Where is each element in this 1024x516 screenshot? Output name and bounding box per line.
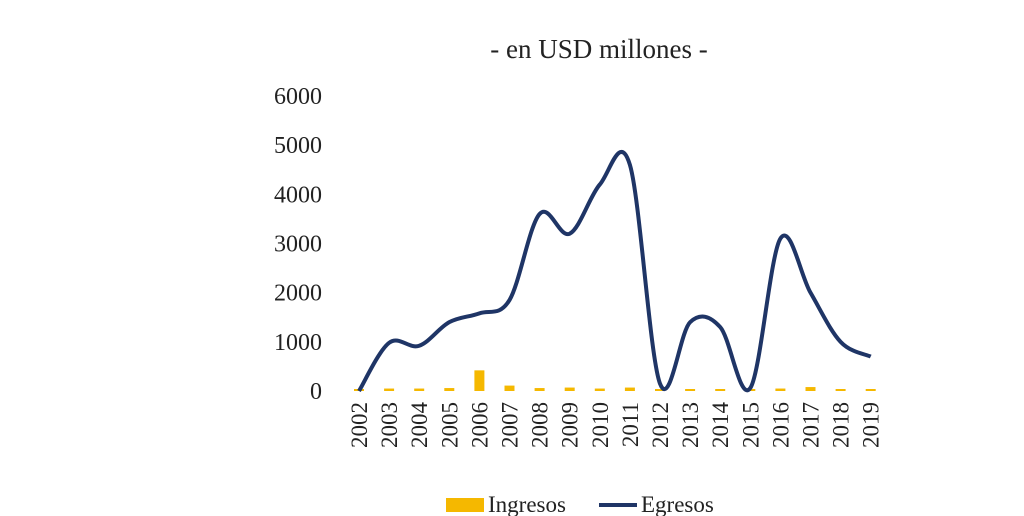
x-axis: 2002 2003 2004 2005 2006 2007 2008 2009 2010 2011… <box>347 402 884 449</box>
x-tick-label: 2013 <box>678 402 703 448</box>
ingresos-bar <box>865 389 876 391</box>
x-tick-label: 2011 <box>618 402 643 447</box>
ingresos-bar <box>564 387 575 391</box>
x-tick-label: 2015 <box>738 402 763 448</box>
ingresos-bar <box>775 388 786 391</box>
ingresos-bar <box>594 388 605 391</box>
x-tick-label: 2018 <box>829 402 854 448</box>
x-tick-label: 2004 <box>407 402 432 449</box>
x-tick-label: 2014 <box>708 402 733 449</box>
y-tick-label: 5000 <box>274 133 322 159</box>
x-tick-label: 2007 <box>498 402 523 448</box>
y-tick-label: 1000 <box>274 330 322 356</box>
x-tick-label: 2009 <box>558 402 583 448</box>
ingresos-bar <box>534 388 545 391</box>
ingresos-bar <box>624 387 635 391</box>
y-tick-label: 6000 <box>274 84 322 110</box>
x-tick-label: 2017 <box>799 402 824 448</box>
y-tick-label: 0 <box>310 379 322 405</box>
x-tick-label: 2010 <box>588 402 613 448</box>
ingresos-bar <box>685 389 696 391</box>
x-tick-label: 2019 <box>859 402 884 448</box>
ingresos-bar <box>444 388 455 391</box>
x-tick-label: 2012 <box>648 402 673 448</box>
y-axis: 6000 5000 4000 3000 2000 1000 0 <box>274 84 322 405</box>
egresos-line <box>357 149 872 393</box>
x-tick-label: 2003 <box>377 402 402 448</box>
ingresos-bar <box>835 389 846 391</box>
x-tick-label: 2006 <box>467 402 492 448</box>
y-tick-label: 3000 <box>274 232 322 258</box>
ingresos-bar <box>384 388 395 391</box>
chart-subtitle: - en USD millones - <box>490 34 707 64</box>
ingresos-bars <box>354 370 876 391</box>
x-tick-label: 2005 <box>437 402 462 448</box>
ingresos-bar <box>474 370 485 391</box>
ingresos-bar <box>504 385 515 391</box>
ingresos-bar <box>805 387 816 391</box>
x-tick-label: 2016 <box>768 402 793 448</box>
legend-ingresos-swatch <box>446 498 484 512</box>
legend: Ingresos Egresos <box>446 492 714 516</box>
legend-ingresos-label: Ingresos <box>488 492 566 516</box>
legend-egresos-label: Egresos <box>641 492 714 516</box>
ingresos-bar <box>715 389 726 391</box>
x-tick-label: 2008 <box>528 402 553 448</box>
ingresos-bar <box>414 388 425 391</box>
ingresos-bar <box>655 389 665 391</box>
x-tick-label: 2002 <box>347 402 372 448</box>
y-tick-label: 2000 <box>274 281 322 307</box>
y-tick-label: 4000 <box>274 182 322 208</box>
